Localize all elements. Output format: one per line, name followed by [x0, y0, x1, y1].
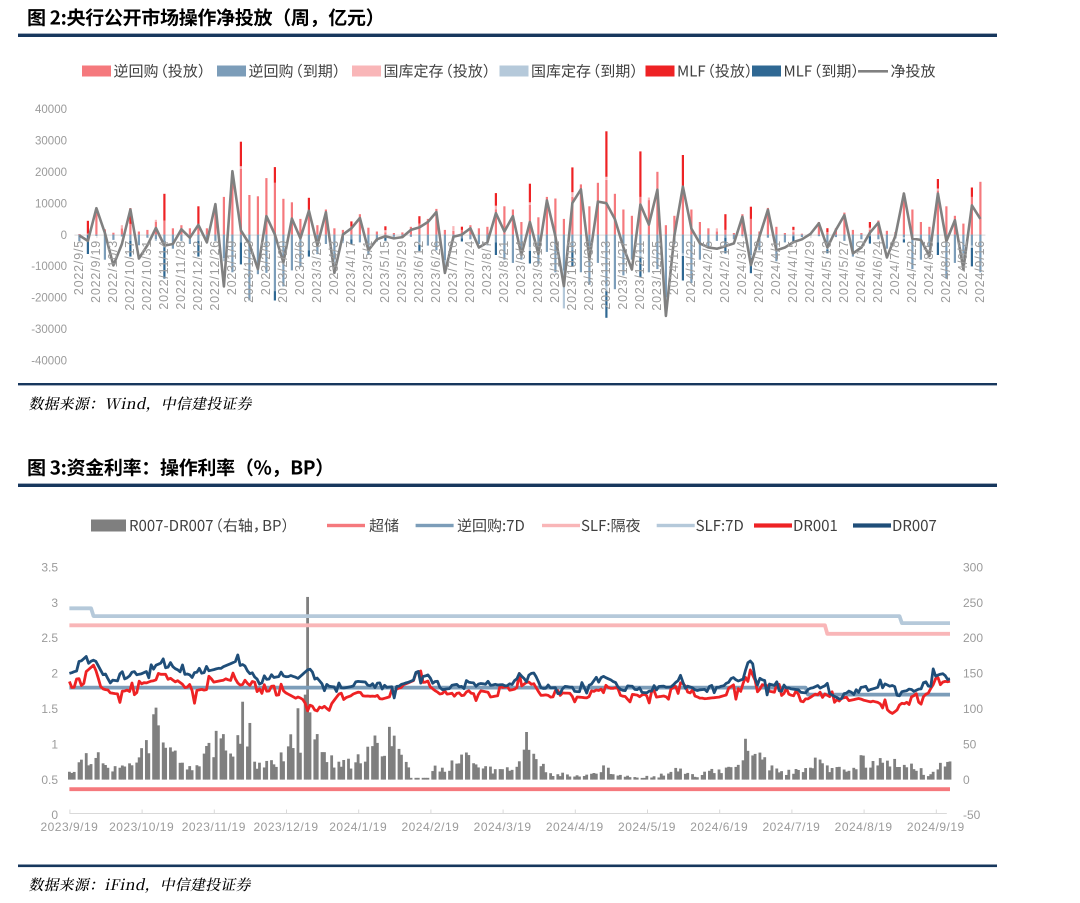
svg-text:2023/1/23: 2023/1/23 [242, 240, 256, 303]
svg-text:2024/3/18: 2024/3/18 [752, 240, 766, 303]
svg-text:2022/12/12: 2022/12/12 [191, 240, 205, 311]
svg-text:2023/8/7: 2023/8/7 [480, 240, 494, 295]
svg-text:2: 2 [51, 667, 58, 681]
svg-text:2024/9/19: 2024/9/19 [907, 820, 965, 834]
svg-text:2023/11/27: 2023/11/27 [616, 240, 630, 310]
svg-text:2023/6/26: 2023/6/26 [429, 240, 443, 303]
svg-text:2024/7/8: 2024/7/8 [888, 240, 902, 295]
svg-text:2023/10/19: 2023/10/19 [109, 820, 174, 834]
svg-text:2023/9/19: 2023/9/19 [40, 820, 98, 834]
svg-text:-50: -50 [963, 808, 981, 822]
svg-text:250: 250 [963, 596, 983, 610]
svg-text:2.5: 2.5 [41, 631, 58, 645]
svg-text:2024/9/2: 2024/9/2 [956, 240, 970, 295]
svg-text:2023/5/1: 2023/5/1 [361, 240, 375, 295]
svg-text:2023/7/24: 2023/7/24 [463, 240, 477, 303]
svg-text:2023/9/18: 2023/9/18 [531, 240, 545, 303]
svg-text:2023/10/30: 2023/10/30 [582, 240, 596, 311]
svg-text:2022/12/26: 2022/12/26 [208, 240, 222, 311]
svg-text:2024/6/19: 2024/6/19 [690, 820, 748, 834]
svg-text:2023/4/3: 2023/4/3 [327, 240, 341, 295]
svg-text:0: 0 [61, 230, 67, 242]
svg-text:2023/12/25: 2023/12/25 [650, 240, 664, 311]
svg-text:2023/1/9: 2023/1/9 [225, 240, 239, 295]
svg-text:2024/6/10: 2024/6/10 [854, 240, 868, 303]
svg-text:2024/2/19: 2024/2/19 [401, 820, 459, 834]
svg-text:1: 1 [51, 737, 58, 751]
svg-text:2023/9/4: 2023/9/4 [514, 240, 528, 295]
svg-text:2024/7/22: 2024/7/22 [905, 240, 919, 303]
svg-text:-10000: -10000 [31, 261, 67, 273]
svg-text:2022/10/3: 2022/10/3 [106, 240, 120, 303]
svg-text:30000: 30000 [35, 136, 67, 148]
svg-text:150: 150 [963, 667, 983, 681]
svg-text:20000: 20000 [35, 167, 67, 179]
svg-text:2024/3/19: 2024/3/19 [474, 820, 532, 834]
svg-text:-30000: -30000 [31, 324, 67, 336]
svg-text:2023/3/20: 2023/3/20 [310, 240, 324, 303]
svg-text:0: 0 [963, 773, 970, 787]
svg-text:40000: 40000 [35, 104, 67, 116]
svg-text:-40000: -40000 [31, 355, 67, 367]
svg-text:2022/9/19: 2022/9/19 [89, 240, 103, 303]
svg-text:2024/8/19: 2024/8/19 [939, 240, 953, 303]
svg-text:2024/3/4: 2024/3/4 [735, 240, 749, 295]
svg-text:50: 50 [963, 737, 977, 751]
svg-text:300: 300 [963, 560, 983, 574]
svg-text:2023/12/11: 2023/12/11 [633, 240, 647, 310]
svg-text:2023/7/10: 2023/7/10 [446, 240, 460, 303]
svg-text:2024/7/19: 2024/7/19 [762, 820, 820, 834]
svg-text:2024/1/8: 2024/1/8 [667, 240, 681, 295]
svg-text:2023/2/20: 2023/2/20 [276, 240, 290, 303]
svg-text:2023/8/21: 2023/8/21 [497, 240, 511, 303]
svg-text:2022/11/14: 2022/11/14 [157, 240, 171, 310]
svg-text:2023/5/15: 2023/5/15 [378, 240, 392, 303]
svg-text:2024/8/19: 2024/8/19 [835, 820, 893, 834]
svg-text:2024/2/19: 2024/2/19 [718, 240, 732, 303]
svg-text:-20000: -20000 [31, 293, 67, 305]
svg-text:3.5: 3.5 [41, 560, 58, 574]
svg-text:2024/5/19: 2024/5/19 [618, 820, 676, 834]
svg-text:2023/10/16: 2023/10/16 [565, 240, 579, 311]
svg-text:2024/8/5: 2024/8/5 [922, 240, 936, 295]
svg-text:2022/11/28: 2022/11/28 [174, 240, 188, 310]
svg-text:2024/4/15: 2024/4/15 [786, 240, 800, 303]
svg-text:10000: 10000 [35, 198, 67, 210]
svg-text:2022/10/31: 2022/10/31 [140, 240, 154, 311]
svg-text:2023/12/19: 2023/12/19 [253, 820, 318, 834]
svg-text:2024/1/19: 2024/1/19 [329, 820, 387, 834]
svg-text:2022/10/17: 2022/10/17 [123, 240, 137, 311]
svg-text:2023/4/17: 2023/4/17 [344, 240, 358, 303]
svg-text:2024/9/16: 2024/9/16 [973, 240, 987, 303]
svg-text:2024/2/5: 2024/2/5 [701, 240, 715, 295]
svg-text:2022/9/5: 2022/9/5 [72, 240, 86, 295]
svg-text:2024/4/29: 2024/4/29 [803, 240, 817, 303]
svg-text:2024/4/1: 2024/4/1 [769, 240, 783, 295]
svg-text:200: 200 [963, 631, 983, 645]
svg-text:2023/11/13: 2023/11/13 [599, 240, 613, 310]
svg-text:2023/6/12: 2023/6/12 [412, 240, 426, 303]
svg-text:0: 0 [51, 808, 58, 822]
svg-text:3: 3 [51, 596, 58, 610]
svg-text:2023/10/2: 2023/10/2 [548, 240, 562, 303]
svg-text:2024/4/19: 2024/4/19 [546, 820, 604, 834]
svg-text:2023/11/19: 2023/11/19 [182, 820, 246, 834]
svg-text:2023/5/29: 2023/5/29 [395, 240, 409, 303]
svg-text:0.5: 0.5 [41, 773, 58, 787]
svg-text:100: 100 [963, 702, 983, 716]
svg-text:2023/3/6: 2023/3/6 [293, 240, 307, 295]
svg-text:2024/1/22: 2024/1/22 [684, 240, 698, 303]
svg-text:2024/6/24: 2024/6/24 [871, 240, 885, 303]
svg-text:2024/5/13: 2024/5/13 [820, 240, 834, 303]
svg-text:2023/2/6: 2023/2/6 [259, 240, 273, 295]
svg-text:2024/5/27: 2024/5/27 [837, 240, 851, 303]
svg-text:1.5: 1.5 [41, 702, 58, 716]
